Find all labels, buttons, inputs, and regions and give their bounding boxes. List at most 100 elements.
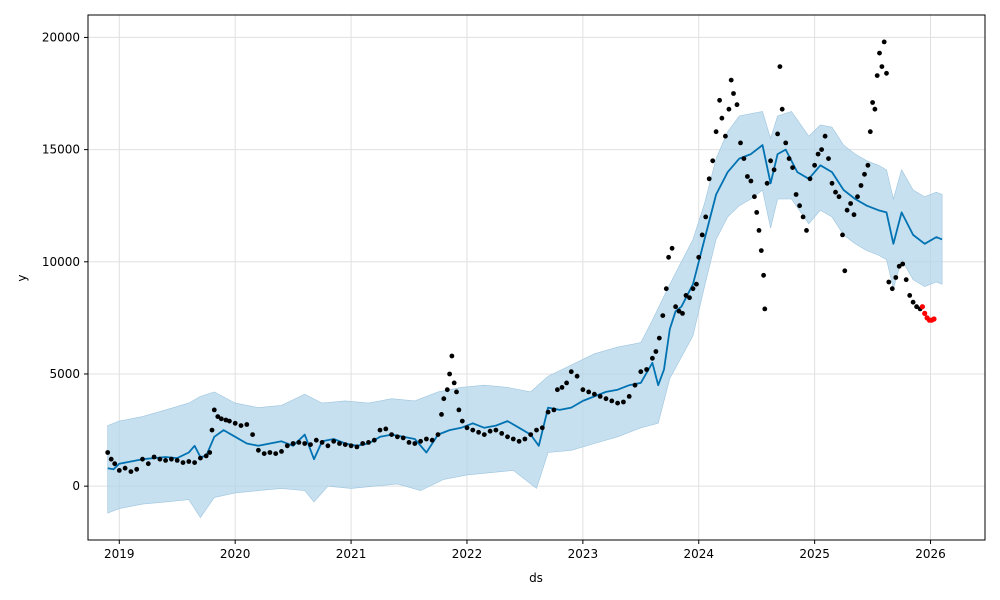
observed-point <box>108 456 114 462</box>
observed-point <box>505 434 510 440</box>
observed-point <box>663 286 669 292</box>
observed-point <box>454 389 459 395</box>
observed-point <box>833 189 838 195</box>
observed-point <box>487 428 493 434</box>
observed-point <box>741 156 747 162</box>
observed-point <box>192 460 198 465</box>
observed-point <box>319 440 325 445</box>
observed-point <box>510 436 516 442</box>
observed-point <box>699 232 705 238</box>
observed-point <box>836 194 842 200</box>
observed-point <box>250 432 256 437</box>
observed-point <box>650 355 655 361</box>
recent-point <box>931 316 937 322</box>
observed-point <box>151 454 157 460</box>
observed-point <box>128 469 134 474</box>
observed-point <box>464 425 470 431</box>
observed-point <box>331 438 337 444</box>
observed-point <box>447 371 452 377</box>
observed-point <box>669 245 675 251</box>
observed-point <box>666 254 671 260</box>
forecast-yhat-line <box>107 144 943 471</box>
observed-point <box>756 228 762 233</box>
observed-point <box>429 437 435 443</box>
observed-point <box>879 64 885 69</box>
observed-point <box>586 389 592 395</box>
observed-point <box>713 129 719 135</box>
observed-point <box>211 407 217 413</box>
observed-point <box>218 416 224 422</box>
observed-point <box>855 194 860 200</box>
observed-point <box>703 214 709 220</box>
observed-point <box>644 367 649 372</box>
observed-point <box>308 442 313 447</box>
observed-point <box>762 306 768 312</box>
observed-point <box>354 444 360 450</box>
observed-point <box>783 140 789 146</box>
observed-point <box>914 304 919 310</box>
observed-point <box>696 254 702 260</box>
observed-point <box>842 268 848 274</box>
observed-point <box>790 165 795 171</box>
observed-point <box>683 293 689 298</box>
observed-point <box>145 461 151 467</box>
observed-point <box>717 97 722 103</box>
observed-point <box>539 425 545 431</box>
observed-point <box>313 437 319 443</box>
observed-point <box>597 394 603 399</box>
plot-frame <box>87 14 986 541</box>
observed-point <box>481 432 487 437</box>
observed-point <box>903 277 909 283</box>
observed-point <box>745 174 750 179</box>
observed-point <box>574 373 580 379</box>
observed-point <box>819 147 824 153</box>
recent-points <box>919 304 937 323</box>
observed-point <box>383 426 389 432</box>
observed-point <box>786 156 792 162</box>
observed-point <box>493 427 499 433</box>
observed-point <box>163 458 169 463</box>
observed-point <box>826 156 831 162</box>
observed-point <box>673 304 678 310</box>
observed-point <box>186 459 192 464</box>
x-axis-label: ds <box>529 571 543 585</box>
observed-point <box>734 102 740 108</box>
recent-point <box>919 304 926 310</box>
y-tick-label: 5000 <box>49 367 80 381</box>
observed-point <box>227 418 232 424</box>
observed-point <box>112 461 118 467</box>
observed-point <box>728 77 734 83</box>
observed-point <box>207 450 213 455</box>
observed-point <box>653 349 659 354</box>
observed-point <box>865 162 871 168</box>
observed-point <box>456 407 462 413</box>
observed-point <box>862 171 867 177</box>
observed-point <box>881 39 887 45</box>
observed-point <box>793 192 799 197</box>
observed-point <box>198 455 203 461</box>
observed-point <box>752 194 757 200</box>
observed-point <box>360 441 366 446</box>
observed-point <box>858 183 864 188</box>
observed-point <box>444 387 450 393</box>
observed-point <box>377 427 383 433</box>
y-axis-label: y <box>15 274 29 281</box>
observed-point <box>564 380 569 386</box>
observed-point <box>822 133 828 139</box>
observed-point <box>215 414 221 419</box>
y-tick-label: 15000 <box>42 143 80 157</box>
observed-point <box>758 248 764 254</box>
observed-point <box>877 50 882 56</box>
observed-point <box>768 158 773 164</box>
observed-point <box>723 133 728 139</box>
observed-point <box>886 279 892 285</box>
observed-point <box>800 214 806 220</box>
observed-point <box>680 311 685 316</box>
observed-point <box>893 275 899 280</box>
observed-point <box>451 380 457 386</box>
observed-point <box>621 399 626 405</box>
observed-point <box>555 387 560 393</box>
observed-point <box>232 420 238 426</box>
observed-point <box>615 400 620 406</box>
observed-point <box>779 106 785 112</box>
